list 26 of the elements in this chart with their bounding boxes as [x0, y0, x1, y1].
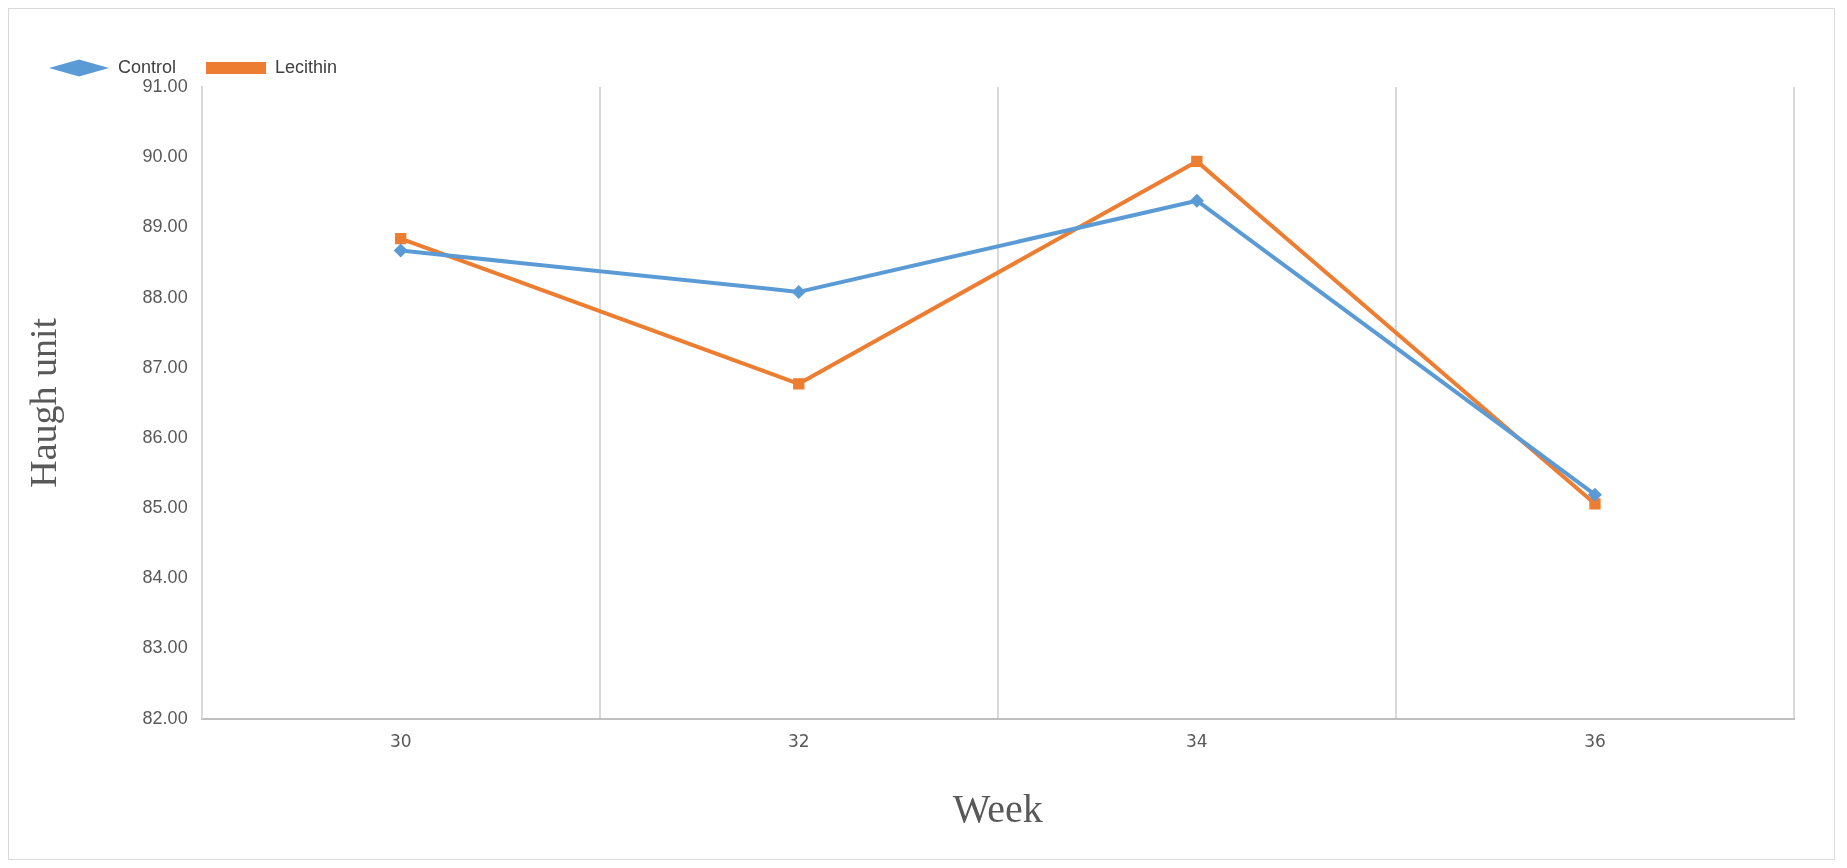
y-tick-label: 83.00 — [142, 637, 188, 658]
x-tick-label: 36 — [1584, 731, 1606, 752]
point — [395, 232, 407, 245]
y-tick-label: 86.00 — [142, 426, 188, 447]
y-tick-label: 90.00 — [142, 146, 188, 167]
legend-label: Control — [118, 56, 177, 77]
y-tick-label: 89.00 — [142, 216, 188, 237]
point — [1587, 487, 1602, 502]
point — [793, 378, 805, 390]
point — [393, 243, 408, 258]
y-tick-label: 88.00 — [142, 286, 188, 307]
x-axis-title: Week — [952, 785, 1043, 831]
y-tick-label: 91.00 — [142, 75, 188, 96]
point — [1189, 193, 1204, 208]
legend-label: Lecithin — [275, 56, 338, 77]
y-axis-title: Haugh unit — [21, 317, 64, 488]
x-tick-label: 30 — [389, 731, 412, 752]
point — [1191, 155, 1203, 168]
y-tick-label: 87.00 — [142, 356, 188, 377]
y-tick-label: 84.00 — [142, 567, 188, 588]
point — [1589, 498, 1601, 510]
x-tick-label: 34 — [1186, 731, 1208, 752]
point — [791, 284, 806, 299]
y-tick-label: 82.00 — [142, 707, 188, 728]
y-tick-label: 85.00 — [142, 497, 188, 518]
x-tick-label: 32 — [787, 731, 810, 752]
